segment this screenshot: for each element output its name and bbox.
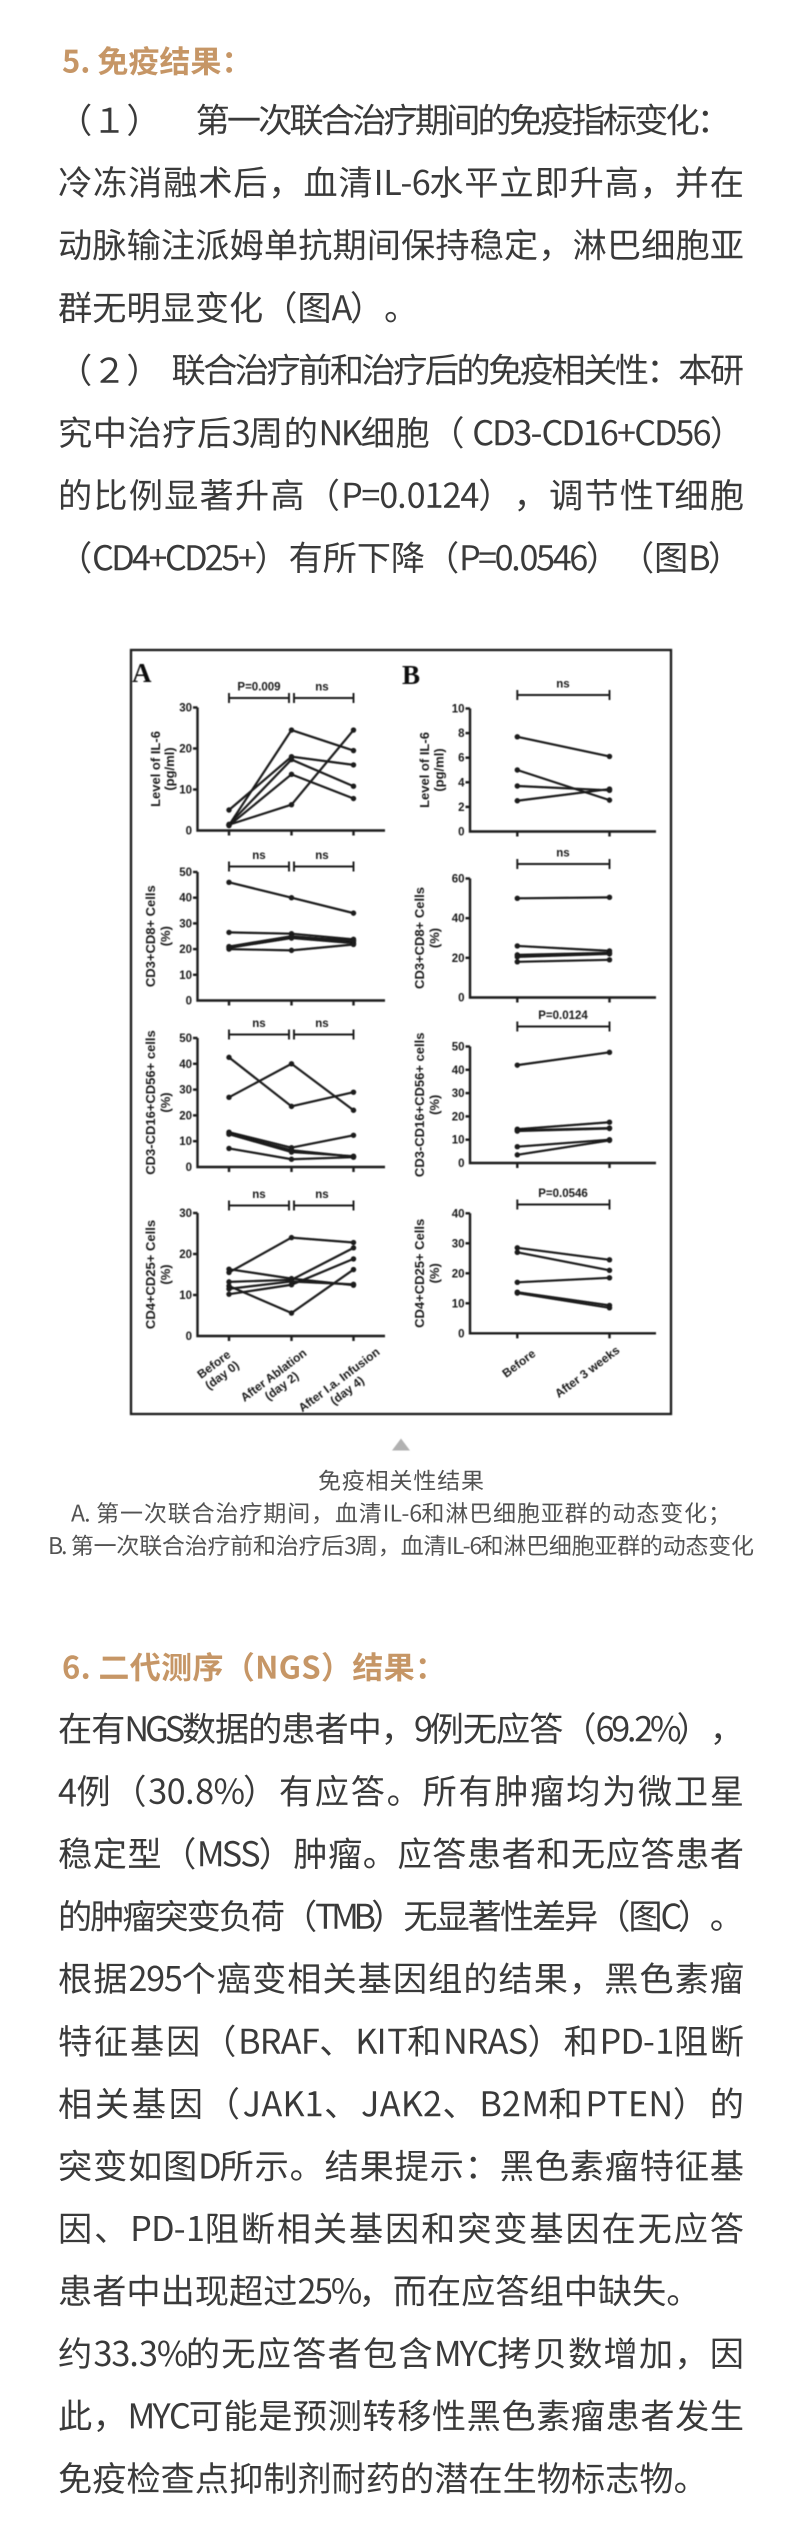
svg-text:0: 0 [458,827,464,839]
svg-text:10: 10 [179,785,192,797]
svg-text:ns: ns [252,1018,265,1030]
svg-text:40: 40 [179,893,192,905]
svg-text:50: 50 [179,1033,192,1045]
svg-text:0: 0 [186,1331,192,1343]
svg-text:10: 10 [452,1135,465,1147]
svg-text:10: 10 [179,1136,192,1148]
svg-text:CD3-CD16+CD56+ cells: CD3-CD16+CD56+ cells [143,1030,158,1175]
svg-text:0: 0 [186,996,192,1008]
svg-text:40: 40 [179,1059,192,1071]
svg-text:(%): (%) [427,928,442,948]
svg-text:0: 0 [458,1328,464,1340]
svg-text:A: A [132,658,152,688]
svg-text:20: 20 [179,1249,192,1261]
svg-text:8: 8 [458,728,465,740]
svg-text:0: 0 [186,826,192,838]
svg-text:30: 30 [179,703,192,715]
svg-text:30: 30 [179,1208,192,1220]
svg-text:40: 40 [452,1065,465,1077]
svg-text:(pg/ml): (pg/ml) [432,748,447,791]
svg-text:20: 20 [179,744,192,756]
svg-text:P=0.009: P=0.009 [237,682,280,694]
svg-text:Level of IL-6: Level of IL-6 [148,731,163,807]
svg-text:ns: ns [252,1189,265,1201]
svg-text:Level of IL-6: Level of IL-6 [417,732,432,808]
svg-text:30: 30 [179,1085,192,1097]
svg-text:CD3+CD8+ Cells: CD3+CD8+ Cells [143,885,158,987]
svg-text:10: 10 [452,704,465,716]
svg-text:ns: ns [315,682,328,694]
svg-text:P=0.0124: P=0.0124 [538,1010,588,1022]
svg-text:ns: ns [315,1189,328,1201]
svg-text:6: 6 [458,753,464,765]
svg-text:0: 0 [458,993,464,1005]
svg-text:CD4+CD25+ Cells: CD4+CD25+ Cells [143,1220,158,1329]
svg-text:10: 10 [452,1298,465,1310]
svg-text:ns: ns [315,850,328,862]
svg-text:10: 10 [179,970,192,982]
svg-text:Before: Before [500,1346,539,1380]
svg-text:CD4+CD25+ Cells: CD4+CD25+ Cells [412,1219,427,1328]
svg-text:(%): (%) [158,1092,173,1112]
svg-text:30: 30 [452,1088,465,1100]
svg-text:10: 10 [179,1290,192,1302]
svg-text:2: 2 [458,802,464,814]
svg-text:(pg/ml): (pg/ml) [162,747,177,790]
svg-text:40: 40 [452,1208,465,1220]
svg-text:(%): (%) [158,1264,173,1284]
svg-text:CD3+CD8+ Cells: CD3+CD8+ Cells [412,887,427,989]
svg-text:20: 20 [179,944,192,956]
svg-text:40: 40 [452,913,465,925]
svg-text:ns: ns [556,679,569,691]
svg-text:30: 30 [179,918,192,930]
svg-text:60: 60 [452,874,465,886]
svg-text:20: 20 [452,1111,465,1123]
svg-text:CD3-CD16+CD56+ cells: CD3-CD16+CD56+ cells [412,1033,427,1178]
svg-text:(%): (%) [158,926,173,946]
svg-text:50: 50 [452,1042,465,1054]
svg-text:20: 20 [452,1268,465,1280]
svg-text:(%): (%) [427,1263,442,1283]
svg-text:4: 4 [458,777,465,789]
svg-text:20: 20 [452,953,465,965]
svg-text:B: B [402,660,420,690]
svg-text:(%): (%) [427,1095,442,1115]
svg-text:30: 30 [452,1238,465,1250]
svg-text:ns: ns [252,850,265,862]
svg-text:P=0.0546: P=0.0546 [538,1188,588,1200]
svg-text:ns: ns [556,848,569,860]
svg-text:After 3 weeks: After 3 weeks [552,1343,622,1401]
svg-text:0: 0 [186,1162,192,1174]
svg-text:50: 50 [179,867,192,879]
svg-text:20: 20 [179,1110,192,1122]
svg-text:0: 0 [458,1158,464,1170]
svg-text:ns: ns [315,1018,328,1030]
